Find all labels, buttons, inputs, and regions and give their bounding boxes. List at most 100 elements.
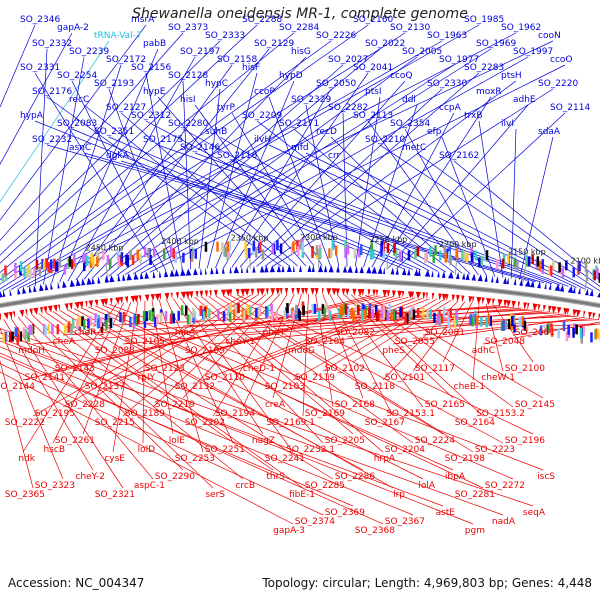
reverse-gene-label: SO_2110 xyxy=(205,373,245,383)
forward-connector xyxy=(133,48,492,275)
gene-arrow xyxy=(359,266,364,274)
reverse-gene-label: SO_2137 xyxy=(85,382,125,392)
reverse-connector xyxy=(0,328,534,507)
feature-band xyxy=(92,257,95,268)
feature-band xyxy=(536,256,540,267)
feature-band xyxy=(126,257,130,268)
feature-band xyxy=(32,267,36,278)
gene-arrow xyxy=(109,298,113,306)
forward-connector xyxy=(367,120,479,276)
forward-gene-label: SO_2284 xyxy=(279,23,319,33)
gene-arrow xyxy=(133,295,139,303)
gene-arrow xyxy=(422,292,426,300)
gene-arrow xyxy=(152,271,156,279)
reverse-gene-label: hscB xyxy=(43,445,65,455)
gene-arrow xyxy=(372,289,376,297)
reverse-gene-label: SO_2223 xyxy=(475,445,515,455)
gene-arrow xyxy=(85,300,88,308)
feature-band xyxy=(461,250,464,261)
feature-band xyxy=(221,242,224,253)
feature-band xyxy=(275,310,278,321)
gene-arrow xyxy=(240,288,246,296)
gene-arrow xyxy=(390,267,395,275)
backbone-arc xyxy=(0,278,600,307)
feature-band xyxy=(237,303,240,314)
feature-band xyxy=(386,311,389,322)
reverse-connector xyxy=(208,296,414,444)
gene-arrow xyxy=(86,277,93,285)
gene-arrow xyxy=(94,299,99,307)
gene-arrow xyxy=(0,290,3,298)
gene-arrow xyxy=(19,309,25,318)
feature-band xyxy=(421,307,425,318)
reverse-gene-label: lolE xyxy=(169,436,186,446)
feature-band xyxy=(575,324,578,335)
forward-gene-label: recC xyxy=(69,95,89,105)
feature-band xyxy=(552,259,555,270)
gene-arrow xyxy=(133,272,139,280)
feature-band xyxy=(593,270,597,281)
feature-band xyxy=(424,252,427,263)
gene-arrow xyxy=(519,278,523,287)
gene-arrow xyxy=(103,298,109,306)
gene-arrow xyxy=(292,265,295,273)
forward-connector xyxy=(83,48,270,280)
forward-connector xyxy=(157,96,307,267)
feature-band xyxy=(596,268,599,279)
feature-band xyxy=(153,247,156,258)
reverse-gene-label: SO_2323 xyxy=(35,481,75,491)
feature-band xyxy=(561,267,565,278)
gene-arrow xyxy=(17,287,21,295)
feature-band xyxy=(116,250,120,261)
feature-band xyxy=(578,261,581,272)
gene-arrow xyxy=(29,308,33,316)
forward-connector xyxy=(26,40,554,288)
forward-gene-label: hisF xyxy=(242,63,260,73)
feature-band xyxy=(539,325,543,336)
reverse-gene-label: creA xyxy=(265,400,286,410)
gene-arrow xyxy=(220,289,226,297)
feature-band xyxy=(14,262,17,273)
forward-gene-label: SO_2083 xyxy=(57,119,97,129)
feature-band xyxy=(527,256,531,267)
gene-arrow xyxy=(164,292,170,301)
gene-arrow xyxy=(371,266,377,274)
feature-band xyxy=(159,312,163,323)
gene-arrow xyxy=(185,291,191,299)
gene-arrow xyxy=(130,295,136,303)
reverse-connector xyxy=(332,314,571,336)
gene-arrow xyxy=(461,295,465,303)
gene-arrow xyxy=(53,304,58,312)
feature-band xyxy=(246,304,249,315)
reverse-gene-label: SO_2374 xyxy=(295,517,335,527)
gene-arrow xyxy=(401,290,405,299)
forward-connector xyxy=(264,80,517,267)
reverse-gene-label: SO_2105 xyxy=(125,337,165,347)
forward-connector xyxy=(92,56,307,279)
reverse-gene-label: cheY-1 xyxy=(225,337,255,347)
feature-band xyxy=(531,254,534,265)
gene-arrow xyxy=(431,269,434,278)
gene-arrow xyxy=(33,307,39,315)
feature-band xyxy=(455,315,459,326)
feature-band xyxy=(4,331,7,342)
reverse-gene-label: SO_2141 xyxy=(25,373,65,383)
reverse-connector xyxy=(215,295,444,435)
feature-band xyxy=(177,310,180,321)
forward-gene-label: SO_2128 xyxy=(168,71,208,81)
feature-band xyxy=(550,326,554,337)
gene-arrow xyxy=(9,288,12,296)
gene-arrow xyxy=(484,274,488,282)
feature-band xyxy=(339,304,343,315)
forward-connector xyxy=(75,64,233,281)
feature-band xyxy=(594,328,598,339)
feature-band xyxy=(371,308,374,319)
forward-connector xyxy=(34,120,405,270)
topology-text: Topology: circular; Length: 4,969,803 bp… xyxy=(262,576,592,590)
gene-arrow xyxy=(321,288,324,296)
reverse-gene-label: SO_2198 xyxy=(445,454,485,464)
feature-band xyxy=(572,327,575,338)
gene-arrow xyxy=(502,276,507,285)
feature-band xyxy=(204,241,208,252)
reverse-gene-label: SO_2222 xyxy=(5,418,45,428)
